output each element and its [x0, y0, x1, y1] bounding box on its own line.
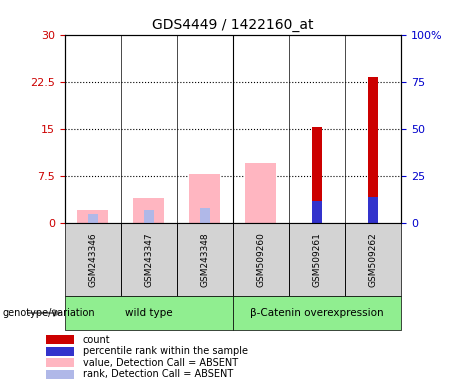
Text: rank, Detection Call = ABSENT: rank, Detection Call = ABSENT	[83, 369, 233, 379]
Text: genotype/variation: genotype/variation	[2, 308, 95, 318]
Text: count: count	[83, 335, 111, 345]
Bar	[144, 210, 154, 223]
Text: GSM509262: GSM509262	[368, 232, 378, 286]
Text: wild type: wild type	[125, 308, 172, 318]
Text: GSM243346: GSM243346	[88, 232, 97, 286]
Bar	[289, 223, 345, 296]
Text: value, Detection Call = ABSENT: value, Detection Call = ABSENT	[83, 358, 238, 368]
Bar	[46, 358, 74, 367]
Text: GSM509261: GSM509261	[313, 232, 321, 286]
Text: percentile rank within the sample: percentile rank within the sample	[83, 346, 248, 356]
Bar	[77, 210, 108, 223]
Bar	[368, 197, 378, 223]
Bar	[88, 214, 98, 223]
Bar	[233, 223, 289, 296]
Bar	[65, 223, 121, 296]
Bar	[121, 223, 177, 296]
Bar	[133, 198, 164, 223]
Bar	[312, 201, 322, 223]
Bar	[46, 347, 74, 356]
Bar	[177, 223, 233, 296]
Bar	[65, 296, 233, 330]
Bar	[245, 163, 276, 223]
Bar	[200, 208, 210, 223]
Title: GDS4449 / 1422160_at: GDS4449 / 1422160_at	[152, 18, 313, 32]
Text: GSM243348: GSM243348	[200, 232, 209, 286]
Text: GSM243347: GSM243347	[144, 232, 153, 286]
Bar	[233, 296, 401, 330]
Bar	[368, 76, 378, 223]
Text: GSM509260: GSM509260	[256, 232, 266, 286]
Bar	[46, 370, 74, 379]
Bar	[345, 223, 401, 296]
Bar	[46, 335, 74, 344]
Bar	[189, 174, 220, 223]
Bar	[312, 127, 322, 223]
Text: β-Catenin overexpression: β-Catenin overexpression	[250, 308, 384, 318]
